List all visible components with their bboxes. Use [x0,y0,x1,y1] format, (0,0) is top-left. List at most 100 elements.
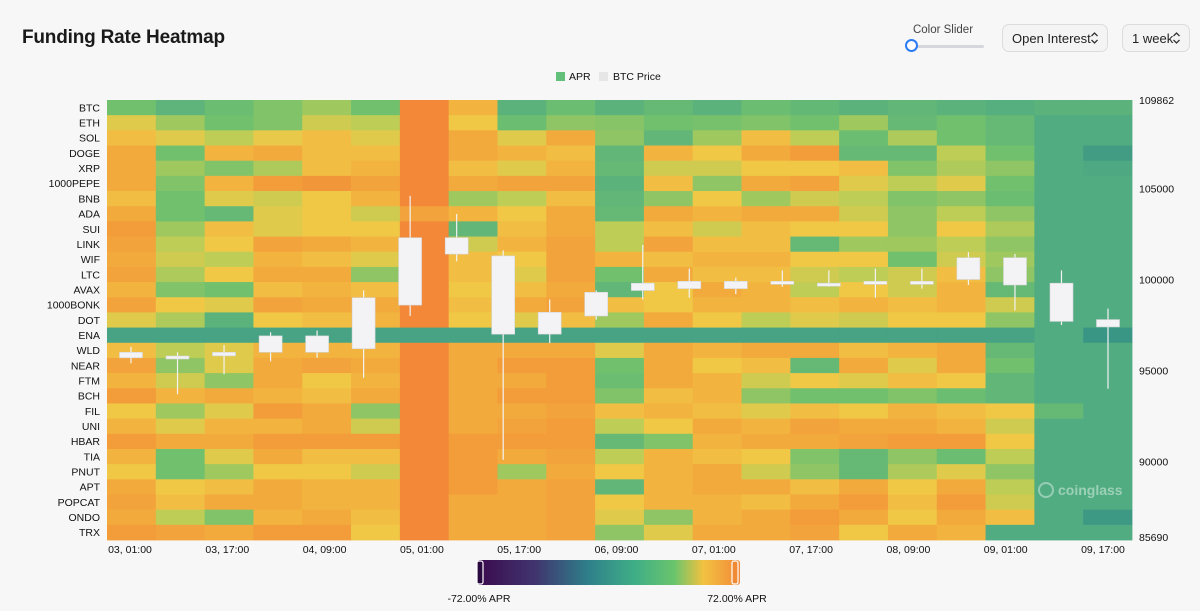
heatmap-cell [1083,494,1133,511]
coin-label: HBAR [71,436,101,448]
heatmap-cell [839,145,889,162]
heatmap-cell [936,297,986,313]
heatmap-cell [643,266,694,283]
heatmap-cell [253,524,303,541]
btc-price-candles [119,195,1120,460]
heatmap-cell [643,464,694,480]
heatmap-cell [351,236,401,253]
heatmap-cell [107,448,157,465]
legend-apr-swatch[interactable] [556,72,565,81]
heatmap-cell [1034,509,1084,526]
heatmap-cell [692,312,742,328]
coin-label: ENA [78,330,100,342]
color-slider[interactable]: Color Slider [896,22,990,56]
heatmap-cell [887,115,938,131]
heatmap-cell [546,418,596,435]
heatmap-cell [448,479,498,495]
heatmap-cell [546,357,596,374]
heatmap-cell [741,357,791,374]
heatmap-cell [643,206,694,222]
heatmap-cell [936,342,986,359]
heatmap-cell [643,448,694,465]
heatmap-cell [546,100,596,116]
heatmap-cell [204,479,254,495]
color-slider-track[interactable] [906,45,984,48]
heatmap-cell [1034,357,1084,374]
heatmap-cell [448,357,498,374]
heatmap-cell [643,312,694,328]
heatmap-cell [595,342,645,359]
heatmap-cell [107,160,157,177]
heatmap-cell [1083,479,1133,495]
heatmap-cell [253,312,303,328]
heatmap-cell [1034,418,1084,435]
btc-candle [584,291,609,317]
heatmap-cell [253,266,303,283]
heatmap-cell [497,206,547,222]
watermark-text: coinglass [1058,482,1123,498]
heatmap-cell [1034,266,1084,283]
heatmap-cell [1034,327,1084,344]
heatmap-cell [1083,266,1133,283]
btc-candle [351,297,376,350]
heatmap-cell [839,479,889,495]
heatmap-cell [936,175,986,192]
heatmap-cell [155,388,206,404]
heatmap-cell [546,145,596,162]
chevron-up-down-icon [1173,32,1180,44]
legend-apr-label[interactable]: APR [569,71,591,83]
heatmap-cell [204,357,254,374]
heatmap-cell [936,191,986,207]
heatmap-cell [595,221,645,237]
heatmap-cell [692,448,742,465]
heatmap-cell [595,236,645,253]
heatmap-cell [985,494,1035,511]
heatmap-cell [936,206,986,222]
legend-btc-price-label[interactable]: BTC Price [613,71,661,83]
heatmap-cell [448,464,498,480]
heatmap-cell [399,206,450,222]
heatmap-cell [1083,191,1133,207]
coin-label: XRP [78,163,100,175]
heatmap-cell [253,160,303,177]
heatmap-cell [643,342,694,359]
btc-candle [677,280,702,289]
heatmap-cell [155,160,206,177]
heatmap-cell [253,433,303,450]
heatmap-cell [351,388,401,404]
heatmap-cell [692,373,742,389]
heatmap-cell [448,282,498,298]
heatmap-cell [839,464,889,480]
heatmap-cell [887,342,938,359]
heatmap-cell [887,433,938,450]
heatmap-cell [692,342,742,359]
heatmap-cell [887,509,938,526]
coin-label: BCH [78,391,100,403]
heatmap-cell [155,145,206,162]
heatmap-cell [839,357,889,374]
heatmap-cell [790,448,840,465]
heatmap-cell [741,342,791,359]
heatmap-cell [107,403,157,420]
heatmap-cell [351,448,401,465]
color-scale-min-handle[interactable] [476,560,484,585]
heatmap-cell [741,266,791,283]
metric-select[interactable]: Open Interest [1002,24,1108,52]
heatmap-cell [546,175,596,192]
heatmap-cell [839,509,889,526]
heatmap-cell [302,236,352,253]
heatmap-cell [204,221,254,237]
heatmap-cell [887,403,938,420]
heatmap-cell [1083,524,1133,541]
heatmap-cell [107,266,157,283]
heatmap-cell [351,373,401,389]
legend-btc-price-swatch[interactable] [599,72,608,81]
heatmap-cell [497,175,547,192]
heatmap-cell [204,266,254,283]
heatmap-cell [546,373,596,389]
color-scale-max-handle[interactable] [731,560,739,585]
x-tick-label: 09, 17:00 [1081,544,1125,556]
period-select[interactable]: 1 week [1122,24,1190,52]
color-slider-thumb[interactable] [905,39,918,52]
